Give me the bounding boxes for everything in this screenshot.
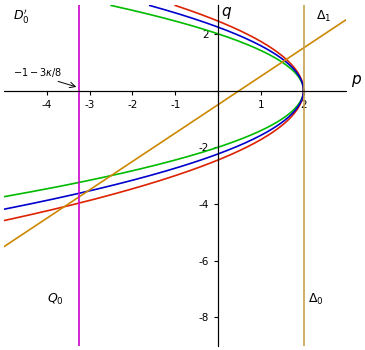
Text: $\Delta_0$: $\Delta_0$ xyxy=(308,292,323,307)
Text: $-1-3\kappa/8$: $-1-3\kappa/8$ xyxy=(13,66,61,79)
Text: $\Delta_1$: $\Delta_1$ xyxy=(316,9,332,24)
Text: $p$: $p$ xyxy=(350,73,362,89)
Text: $Q_0$: $Q_0$ xyxy=(47,292,64,307)
Text: $D_0'$: $D_0'$ xyxy=(13,7,29,25)
Text: $q$: $q$ xyxy=(222,6,233,21)
